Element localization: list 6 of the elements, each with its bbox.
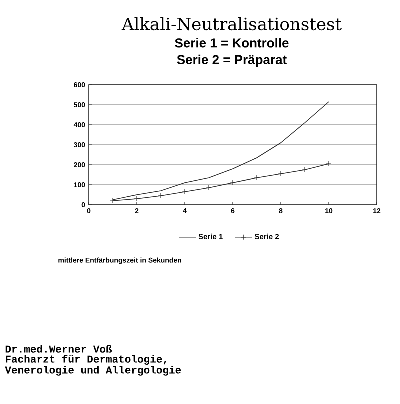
text: Serie 1 = Kontrolle	[175, 38, 289, 48]
text: Dr.med.Werner Voß	[6, 345, 112, 353]
text: Serie 2 = Präparat	[177, 54, 287, 68]
text: Facharzt für Dermatologie,	[6, 355, 166, 365]
text: Venerologie und Allergologie	[5, 366, 182, 376]
chart-title: Alkali-Neutralisationstest	[122, 17, 342, 31]
